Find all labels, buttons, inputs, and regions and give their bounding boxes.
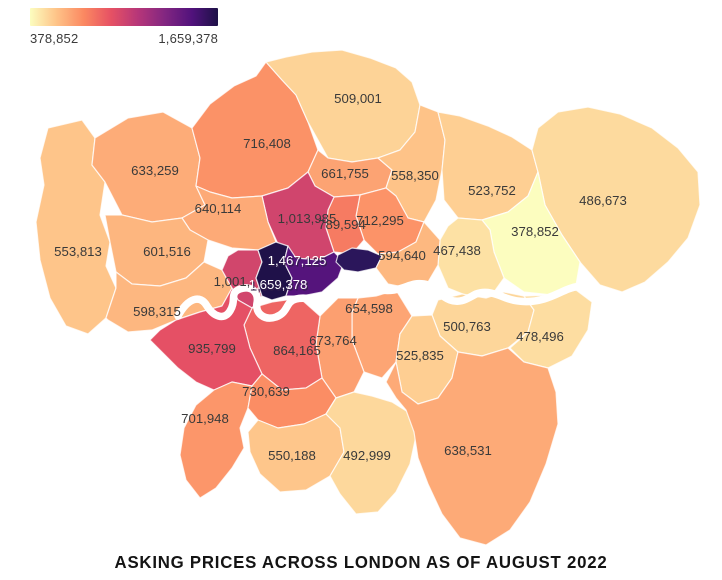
region-label-tower-hamlets: 594,640 (378, 248, 426, 263)
chart-title: ASKING PRICES ACROSS LONDON AS OF AUGUST… (114, 552, 608, 572)
region-label-hammersmith-fulham: 1,001, (214, 274, 251, 289)
region-label-hillingdon: 553,813 (54, 244, 102, 259)
region-tower-hamlets (375, 221, 441, 289)
legend-min-value: 378,852 (30, 31, 79, 46)
region-label-barking-dagenham: 378,852 (511, 224, 559, 239)
region-label-camden: 1,013,985 (278, 211, 337, 226)
river-thames-layer (174, 277, 710, 322)
region-label-southwark: 654,598 (345, 301, 393, 316)
region-label-waltham-forest: 558,350 (391, 168, 439, 183)
region-label-haringey: 661,755 (321, 166, 369, 181)
region-label-redbridge: 523,752 (468, 183, 516, 198)
region-label-shadow-kensington-chelsea: 1,659,378 (250, 278, 309, 293)
region-label-islington: 789,594 (318, 217, 366, 232)
region-label-wandsworth: 864,165 (273, 343, 321, 358)
region-label-kensington-chelsea: 1,659,378 (249, 277, 308, 292)
region-croydon (325, 391, 417, 515)
river-thames (174, 277, 710, 322)
region-westminster (283, 245, 345, 297)
region-label-enfield: 509,001 (334, 91, 382, 106)
region-label-brent: 640,114 (195, 201, 242, 216)
region-kingston (179, 381, 253, 499)
region-label-merton: 730,639 (242, 384, 290, 399)
region-label-lewisham: 525,835 (396, 348, 444, 363)
map-regions-layer (35, 49, 701, 546)
region-label-richmond: 935,799 (188, 341, 236, 356)
region-label-havering: 486,673 (579, 193, 627, 208)
region-label-hounslow: 598,315 (133, 304, 181, 319)
legend-max-value: 1,659,378 (158, 31, 218, 46)
legend-gradient-bar (30, 8, 218, 26)
region-label-shadow-westminster: 1,467,125 (269, 254, 328, 269)
region-label-croydon: 492,999 (343, 448, 391, 463)
region-label-newham: 467,438 (433, 243, 481, 258)
region-label-bexley: 478,496 (516, 329, 564, 344)
region-label-barnet: 716,408 (243, 136, 291, 151)
region-label-hackney: 712,295 (356, 213, 404, 228)
color-scale-legend: 378,852 1,659,378 (30, 8, 218, 46)
region-label-sutton: 550,188 (268, 448, 316, 463)
region-label-harrow: 633,259 (131, 163, 179, 178)
region-label-bromley: 638,531 (444, 443, 492, 458)
region-label-greenwich: 500,763 (443, 319, 491, 334)
region-label-lambeth: 673,764 (309, 333, 357, 348)
region-label-kingston: 701,948 (181, 411, 229, 426)
region-richmond (149, 287, 263, 391)
region-label-ealing: 601,516 (143, 244, 191, 259)
region-label-westminster: 1,467,125 (268, 253, 327, 268)
legend-labels: 378,852 1,659,378 (30, 31, 218, 46)
map-labels-layer: 553,813 633,259 716,408 509,001 661,755 558,3… (54, 91, 627, 463)
region-bromley (385, 347, 559, 546)
